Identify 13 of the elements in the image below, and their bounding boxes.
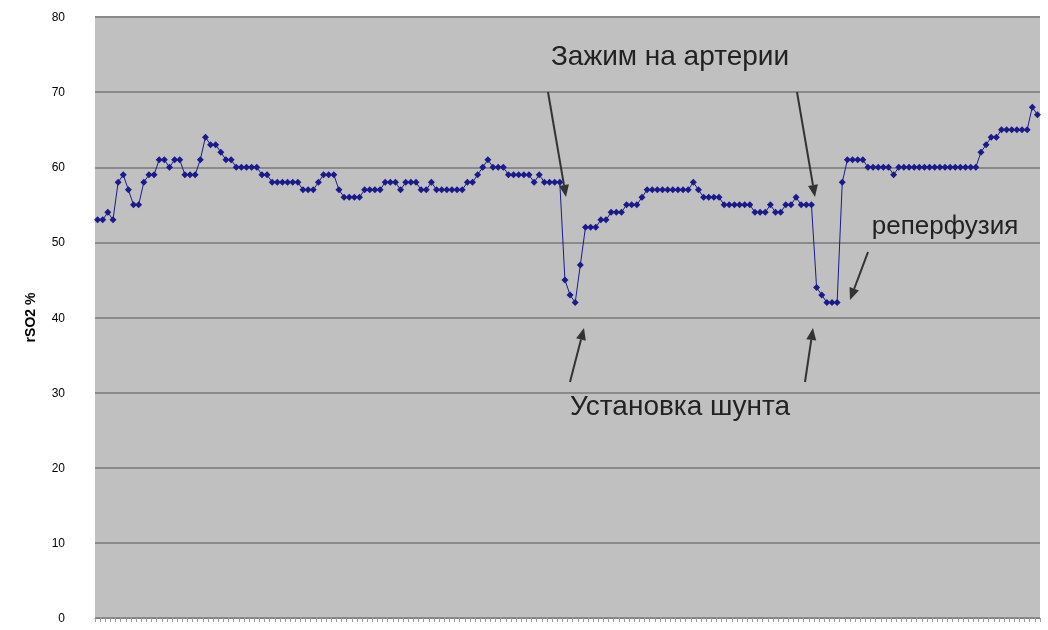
annotation: Зажим на артерии bbox=[550, 39, 790, 71]
y-tick-label: 40 bbox=[51, 310, 66, 325]
y-tick-label: 0 bbox=[58, 611, 66, 625]
y-tick-label: 30 bbox=[51, 385, 66, 400]
annotation: Установка шунта bbox=[569, 389, 791, 421]
y-tick-label: 50 bbox=[51, 235, 66, 250]
y-tick-label: 60 bbox=[51, 160, 66, 175]
annotation: реперфузия bbox=[871, 210, 1019, 240]
y-tick-label: 10 bbox=[51, 535, 66, 550]
y-axis-title: rSO2 % bbox=[22, 292, 38, 343]
y-tick-label: 70 bbox=[51, 85, 66, 100]
y-tick-label: 20 bbox=[51, 460, 66, 475]
y-tick-label: 80 bbox=[51, 10, 66, 24]
